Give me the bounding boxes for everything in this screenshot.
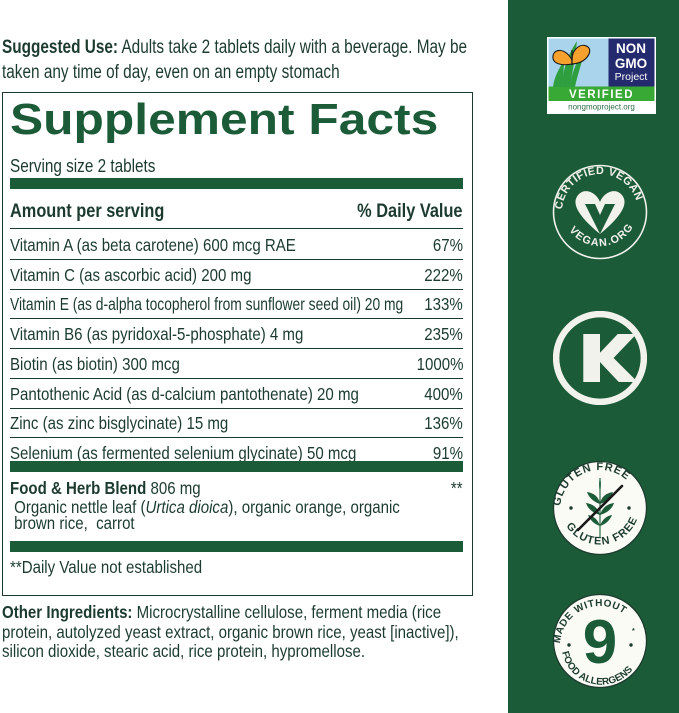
svg-text:nongmoproject.org: nongmoproject.org	[568, 103, 635, 112]
svg-text:Project: Project	[615, 71, 648, 83]
svg-text:GMO: GMO	[615, 56, 647, 71]
svg-text:NON: NON	[616, 41, 646, 56]
svg-text:9: 9	[583, 608, 617, 677]
svg-text:*: *	[632, 628, 635, 635]
svg-text:VERIFIED: VERIFIED	[569, 89, 634, 101]
